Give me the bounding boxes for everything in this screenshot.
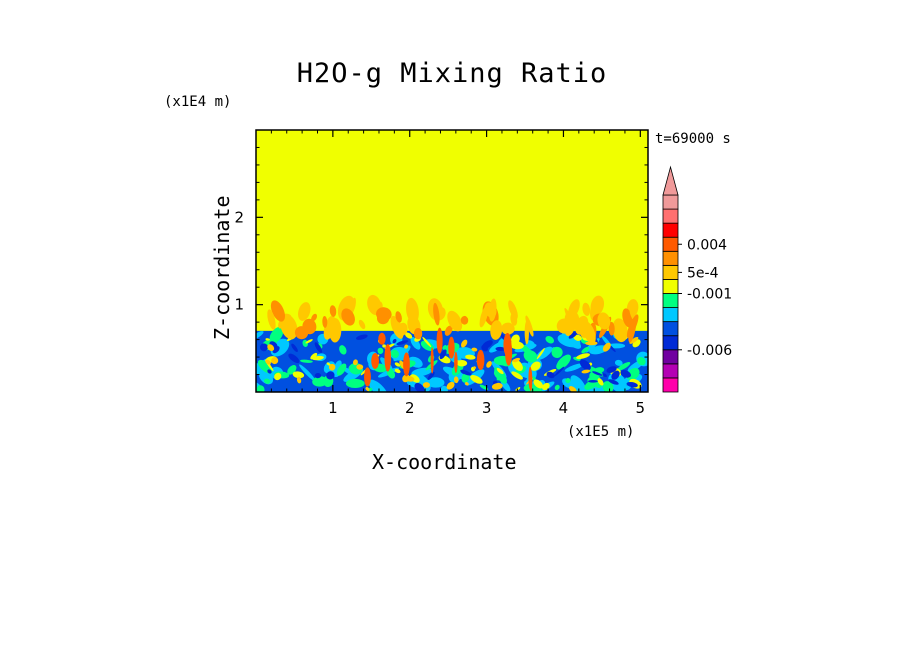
colorbar-swatch xyxy=(662,307,679,323)
colorbar-swatch xyxy=(662,321,679,337)
colorbar: 0.004 5e-4 -0.001 -0.006 xyxy=(662,165,732,393)
chart-title: H2O-g Mixing Ratio xyxy=(296,58,608,89)
colorbar-swatch xyxy=(662,377,679,393)
x-tick-label: 3 xyxy=(482,399,492,417)
contour-field xyxy=(256,130,648,392)
plot-frame xyxy=(255,129,649,393)
colorbar-label: 0.004 xyxy=(687,237,727,253)
colorbar-swatch xyxy=(662,349,679,365)
colorbar-swatch xyxy=(662,222,679,238)
y-axis: 12 xyxy=(234,146,648,376)
y-tick-label: 2 xyxy=(234,208,244,226)
colorbar-swatch xyxy=(662,279,679,294)
colorbar-swatch xyxy=(662,264,679,280)
time-annotation: t=69000 s xyxy=(655,131,731,147)
x-tick-label: 2 xyxy=(405,399,415,417)
colorbar-label: -0.001 xyxy=(687,287,732,303)
colorbar-swatch xyxy=(662,363,679,379)
x-tick-label: 4 xyxy=(559,399,569,417)
colorbar-label: 5e-4 xyxy=(687,265,719,281)
colorbar-swatch xyxy=(662,250,679,266)
colorbar-swatch xyxy=(662,335,679,351)
colorbar-arrow xyxy=(662,165,679,196)
colorbar-label: -0.006 xyxy=(687,343,732,359)
x-axis-label: X-coordinate xyxy=(372,450,517,474)
x-tick-label: 1 xyxy=(328,399,338,417)
colorbar-swatch xyxy=(662,293,679,308)
x-tick-label: 5 xyxy=(636,399,646,417)
x-axis-multiplier: (x1E5 m) xyxy=(567,424,635,440)
x-axis: 1 2 3 4 5 xyxy=(270,130,646,417)
colorbar-swatch xyxy=(662,194,679,210)
y-axis-multiplier: (x1E4 m) xyxy=(164,94,232,110)
moisture-plumes xyxy=(267,294,639,392)
colorbar-swatch xyxy=(662,208,679,224)
colorbar-swatch xyxy=(662,236,679,252)
y-tick-label: 1 xyxy=(234,296,244,314)
